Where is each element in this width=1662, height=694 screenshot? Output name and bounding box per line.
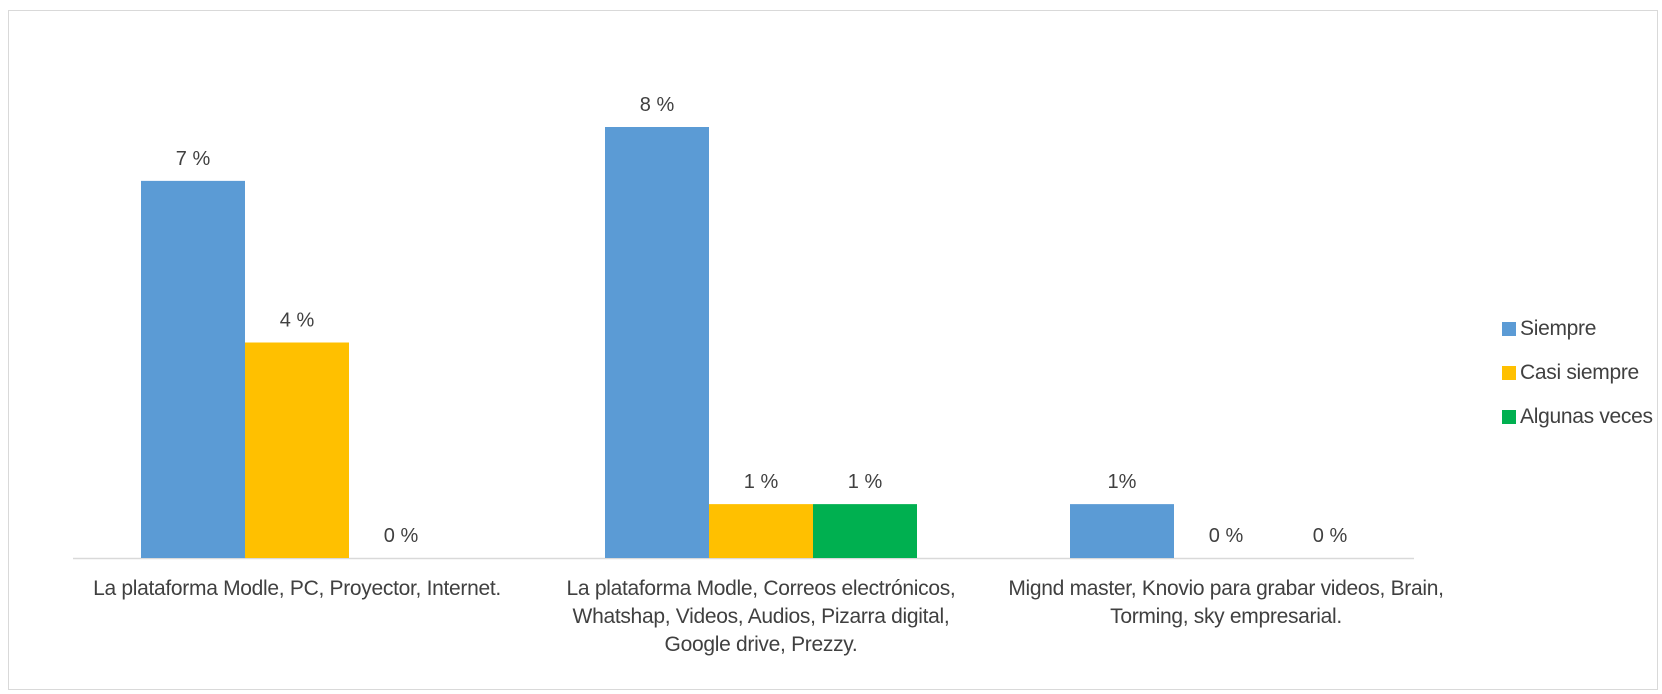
bar-algunas-veces-cat2 <box>813 504 917 558</box>
data-label-casi-siempre-cat1: 4 % <box>280 310 315 332</box>
bar-siempre-cat2 <box>605 127 709 558</box>
category-label-line: Torming, sky empresarial. <box>1110 605 1342 628</box>
legend-label: Siempre <box>1520 317 1597 340</box>
bar-siempre-cat1 <box>141 180 245 558</box>
category-label-2: La plataforma Modle, Correos electrónico… <box>531 575 991 659</box>
data-label-siempre-cat1: 7 % <box>176 148 211 170</box>
category-label-3: Mignd master, Knovio para grabar videos,… <box>996 575 1456 631</box>
category-label-line: La plataforma Modle, Correos electrónico… <box>566 577 956 600</box>
legend-item-casi-siempre: Casi siempre <box>1502 351 1653 395</box>
legend-item-algunas-veces: Algunas veces <box>1502 395 1653 439</box>
legend-label: Casi siempre <box>1520 361 1639 384</box>
legend: Siempre Casi siempre Algunas veces <box>1502 307 1653 439</box>
data-label-siempre-cat2: 8 % <box>640 94 675 116</box>
legend-swatch <box>1502 322 1516 336</box>
data-label-algunas-veces-cat3: 0 % <box>1313 525 1348 547</box>
category-label-line: Mignd master, Knovio para grabar videos,… <box>1008 577 1444 600</box>
legend-swatch <box>1502 410 1516 424</box>
legend-item-siempre: Siempre <box>1502 307 1653 351</box>
data-label-algunas-veces-cat1: 0 % <box>384 525 419 547</box>
category-label-1: La plataforma Modle, PC, Proyector, Inte… <box>67 575 527 603</box>
legend-label: Algunas veces <box>1520 405 1653 428</box>
category-label-line: Whatshap, Videos, Audios, Pizarra digita… <box>572 605 950 628</box>
bar-chart: 7 % 4 % 0 % 8 % 1 % 1 % 1% 0 % 0 % <box>73 94 1414 560</box>
data-label-algunas-veces-cat2: 1 % <box>848 471 883 493</box>
data-label-siempre-cat3: 1% <box>1108 471 1137 493</box>
data-label-casi-siempre-cat3: 0 % <box>1209 525 1244 547</box>
data-label-casi-siempre-cat2: 1 % <box>744 471 779 493</box>
bar-casi-siempre-cat1 <box>245 342 349 558</box>
bar-siempre-cat3 <box>1070 504 1174 558</box>
legend-swatch <box>1502 366 1516 380</box>
category-label-line: Google drive, Prezzy. <box>664 633 858 656</box>
category-label-line: La plataforma Modle, PC, Proyector, Inte… <box>93 577 501 600</box>
bar-casi-siempre-cat2 <box>709 504 813 558</box>
chart-frame: 7 % 4 % 0 % 8 % 1 % 1 % 1% 0 % 0 % La plataforma… <box>8 10 1658 690</box>
